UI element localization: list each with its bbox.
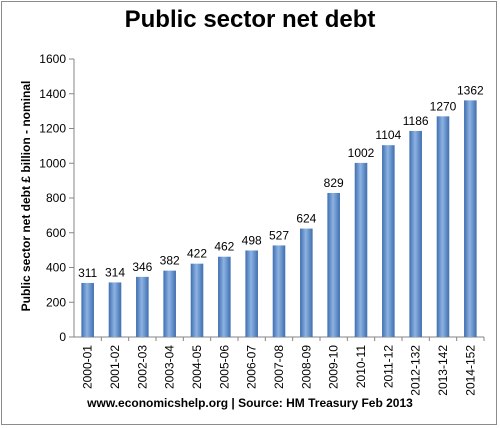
bar [300, 228, 313, 337]
x-tick-label: 2004-05 [190, 345, 204, 389]
data-label: 382 [160, 254, 180, 268]
bar [163, 270, 176, 337]
data-label: 1362 [457, 83, 484, 97]
x-tick-label: 2003-04 [163, 345, 177, 389]
bar [464, 100, 477, 337]
chart-title: Public sector net debt [124, 6, 376, 33]
data-label: 498 [242, 233, 262, 247]
data-label: 1104 [375, 128, 401, 142]
data-label: 624 [296, 212, 316, 226]
y-tick-label: 1400 [39, 87, 66, 101]
y-tick-label: 800 [46, 191, 66, 205]
bar [108, 282, 122, 337]
bar [81, 282, 94, 337]
x-tick-label: 2014-152 [463, 345, 477, 396]
y-tick-label: 1200 [39, 122, 66, 136]
bar [272, 245, 286, 337]
bar [136, 276, 149, 337]
bar [218, 256, 231, 337]
data-label: 527 [269, 228, 289, 242]
data-label: 1186 [403, 114, 429, 128]
data-label: 346 [132, 260, 152, 274]
bar [245, 250, 258, 337]
x-tick-label: 2002-03 [135, 345, 149, 389]
data-label: 829 [324, 176, 344, 190]
x-tick-label: 2011-12 [381, 345, 395, 388]
data-label: 314 [105, 265, 125, 279]
bar [436, 116, 450, 338]
x-tick-label: 2008-09 [299, 345, 313, 389]
data-label: 1270 [430, 99, 457, 113]
x-tick-label: 2009-10 [327, 345, 341, 389]
data-label: 311 [78, 266, 97, 280]
bar [382, 145, 395, 337]
bar [354, 162, 368, 337]
y-tick-label: 200 [46, 295, 66, 309]
y-tick-label: 0 [59, 330, 66, 344]
bar [190, 263, 204, 337]
bar [409, 130, 422, 337]
x-tick-label: 2005-06 [217, 345, 231, 389]
y-tick-label: 1000 [39, 156, 66, 170]
source-footer: www.economicshelp.org | Source: HM Treas… [87, 396, 413, 410]
data-label: 422 [187, 247, 207, 261]
y-tick-label: 400 [46, 261, 66, 275]
x-tick-label: 2007-08 [272, 345, 286, 389]
x-tick-label: 2001-02 [108, 345, 122, 389]
data-label: 462 [214, 240, 234, 254]
x-tick-label: 2006-07 [245, 345, 259, 389]
x-tick-label: 2000-01 [81, 345, 95, 389]
y-tick-label: 600 [46, 226, 66, 240]
x-tick-label: 2010-11 [354, 345, 368, 388]
y-tick-label: 1600 [39, 52, 66, 66]
x-tick-label: 2013-142 [436, 345, 450, 396]
bar [327, 192, 340, 337]
data-label: 1002 [348, 146, 375, 160]
x-tick-label: 2012-132 [409, 345, 423, 396]
